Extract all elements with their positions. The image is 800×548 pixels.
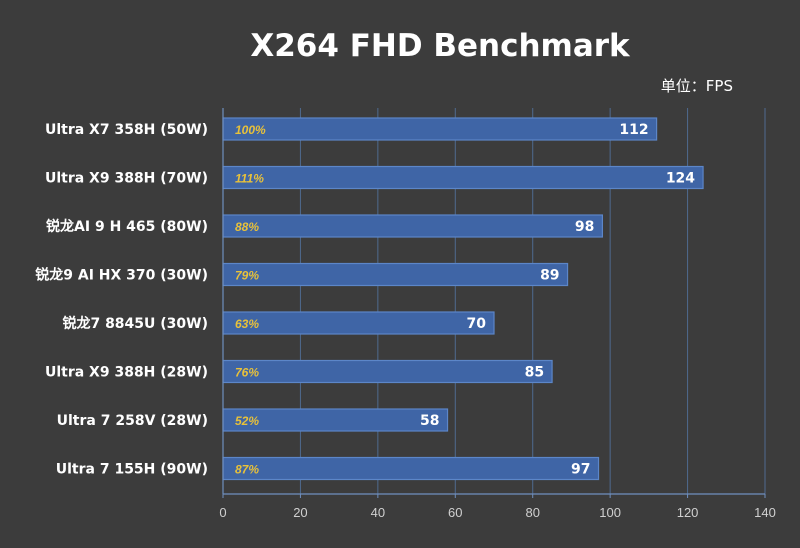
value-label: 124 [666,171,695,187]
category-label: Ultra 7 155H (90W) [56,462,208,478]
x-tick-label-140: 140 [754,505,776,520]
x-tick-label-40: 40 [371,505,385,520]
category-label: Ultra X9 388H (28W) [45,365,208,381]
x-tick-label-120: 120 [677,505,699,520]
x-tick-label-0: 0 [219,505,226,520]
bar-3 [222,262,569,287]
percent-label: 52% [235,414,259,428]
axes [222,108,766,498]
percent-label: 111% [235,172,264,186]
bar-5 [222,359,553,384]
bars [222,117,704,481]
x-tick-label-20: 20 [293,505,307,520]
labels: 0 20 40 60 80 100 120 140 Ultra X7 358H (50W) 112… [35,122,776,520]
category-label: 锐龙7 8845U (30W) [62,315,208,332]
x-tick-label-80: 80 [525,505,539,520]
value-label: 85 [525,365,544,381]
value-label: 112 [619,122,648,138]
unit-label: 单位：FPS [661,77,733,95]
value-label: 97 [571,462,590,478]
percent-label: 87% [235,463,259,477]
percent-label: 76% [235,366,259,380]
value-label: 89 [540,268,559,284]
bar-7 [222,456,600,481]
value-label: 70 [467,316,487,332]
chart-title: X264 FHD Benchmark [250,28,631,64]
x-tick-label-100: 100 [599,505,621,520]
bar-1 [222,165,704,190]
bar-4 [222,311,495,335]
category-label: 锐龙9 AI HX 370 (30W) [35,267,208,284]
value-label: 98 [575,219,594,235]
value-label: 58 [420,413,439,429]
percent-label: 100% [235,123,266,137]
percent-label: 79% [235,269,259,283]
x-tick-label-60: 60 [448,505,462,520]
bar-0 [222,117,658,141]
category-label: Ultra X9 388H (70W) [45,171,208,187]
percent-label: 88% [235,220,259,234]
category-label: 锐龙AI 9 H 465 (80W) [46,218,208,235]
grid-lines [299,108,766,494]
bar-2 [222,214,603,238]
category-label: Ultra 7 258V (28W) [57,413,208,429]
category-label: Ultra X7 358H (50W) [45,122,208,138]
percent-label: 63% [235,317,259,331]
